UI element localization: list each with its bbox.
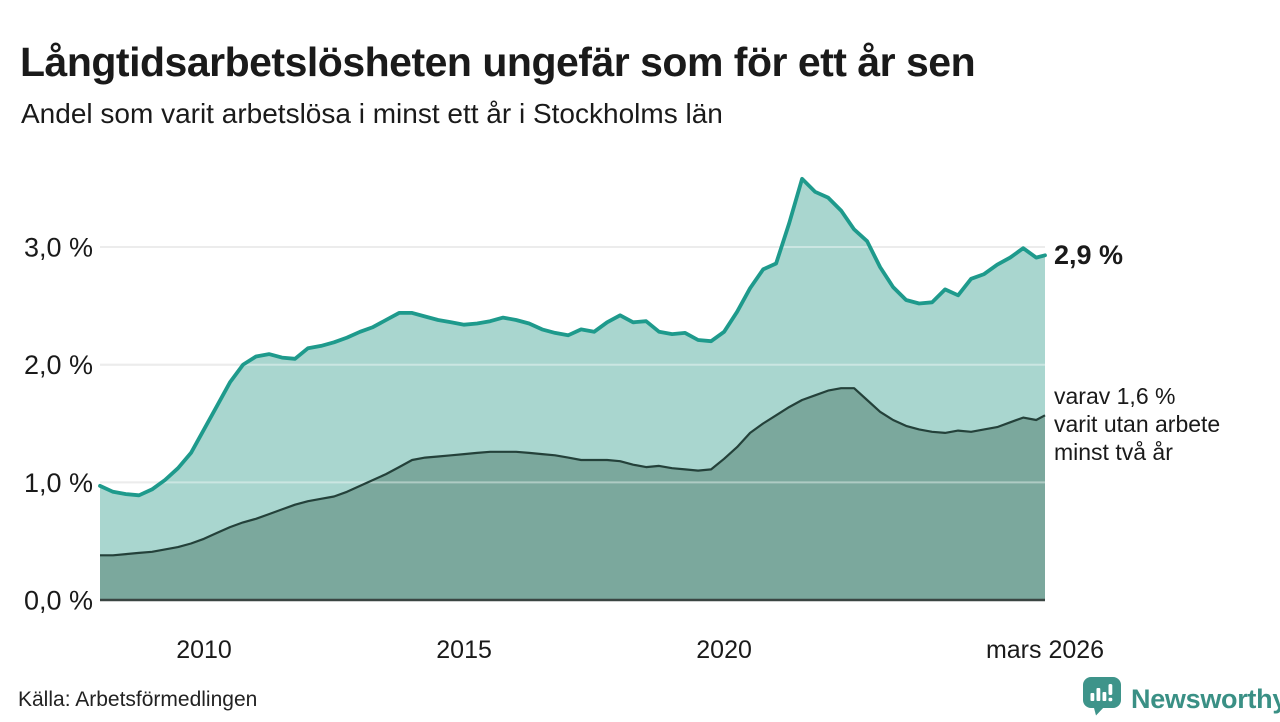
y-tick-label: 1,0 % xyxy=(24,468,93,498)
x-tick-label: 2015 xyxy=(436,636,492,664)
chart-subtitle: Andel som varit arbetslösa i minst ett å… xyxy=(21,98,723,129)
series2-annotation: varav 1,6 % varit utan arbete minst två … xyxy=(1054,382,1220,466)
x-tick-label: 2020 xyxy=(696,636,752,664)
y-tick-label: 0,0 % xyxy=(24,586,93,616)
x-tick-label: mars 2026 xyxy=(986,636,1104,664)
y-tick-label: 3,0 % xyxy=(24,233,93,263)
source-label: Källa: Arbetsförmedlingen xyxy=(18,688,258,711)
line-minst-ett-ar xyxy=(98,176,1047,498)
newsworthy-logo: Newsworthy xyxy=(1081,676,1280,722)
y-tick-label: 2,0 % xyxy=(24,350,93,380)
x-tick-label: 2010 xyxy=(176,636,232,664)
area-minst-tva-ar xyxy=(100,388,1045,600)
line-minst-tva-ar xyxy=(100,387,1046,557)
newsworthy-wordmark: Newsworthy xyxy=(1131,683,1280,714)
annotation-line: varit utan arbete xyxy=(1054,411,1221,437)
newsworthy-bubble-bar-chart-icon xyxy=(1081,676,1123,722)
end-value-label: 2,9 % xyxy=(1054,240,1124,270)
chart-title: Långtidsarbetslösheten ungefär som för e… xyxy=(20,39,976,86)
annotation-line: minst två år xyxy=(1054,439,1173,465)
annotation-line: varav 1,6 % xyxy=(1054,383,1176,409)
